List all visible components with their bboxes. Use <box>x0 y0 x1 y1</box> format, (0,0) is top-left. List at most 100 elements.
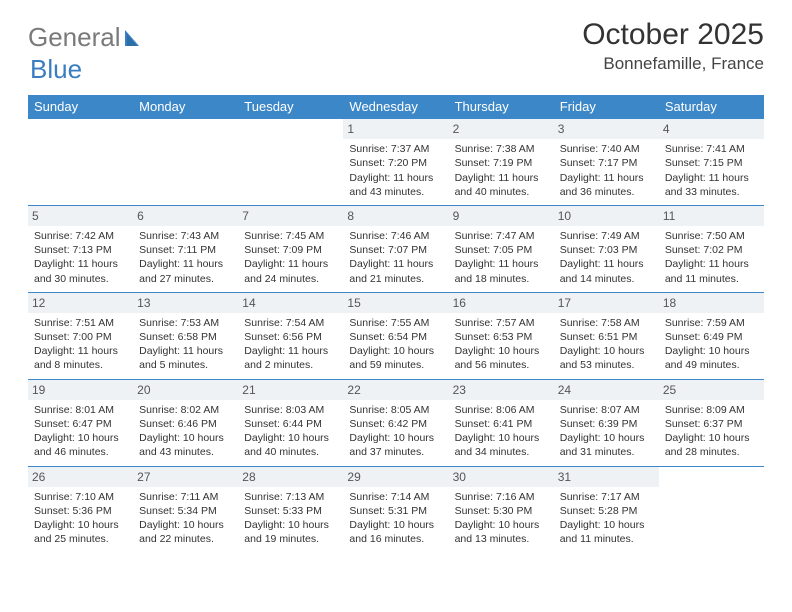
daylight-text: and 13 minutes. <box>455 532 548 546</box>
day-number: 3 <box>554 119 659 139</box>
day-number: 28 <box>238 467 343 487</box>
day-number: 16 <box>449 293 554 313</box>
page-title: October 2025 <box>582 18 764 52</box>
daylight-text: Daylight: 11 hours <box>665 257 758 271</box>
sunset-text: Sunset: 5:34 PM <box>139 504 232 518</box>
daylight-text: and 37 minutes. <box>349 445 442 459</box>
sunrise-text: Sunrise: 7:54 AM <box>244 316 337 330</box>
sunrise-text: Sunrise: 8:09 AM <box>665 403 758 417</box>
daylight-text: and 22 minutes. <box>139 532 232 546</box>
daylight-text: Daylight: 10 hours <box>349 431 442 445</box>
logo-text-gray: General <box>28 22 121 53</box>
calendar-cell <box>659 466 764 552</box>
daylight-text: Daylight: 10 hours <box>455 431 548 445</box>
daylight-text: and 21 minutes. <box>349 272 442 286</box>
title-block: October 2025 Bonnefamille, France <box>582 18 764 74</box>
daylight-text: Daylight: 11 hours <box>244 257 337 271</box>
calendar-cell: 17 Sunrise: 7:58 AMSunset: 6:51 PMDayligh… <box>554 292 659 379</box>
daylight-text: Daylight: 11 hours <box>665 171 758 185</box>
calendar-row: 19Sunrise: 8:01 AMSunset: 6:47 PMDayligh… <box>28 379 764 466</box>
sunset-text: Sunset: 6:56 PM <box>244 330 337 344</box>
sunset-text: Sunset: 7:17 PM <box>560 156 653 170</box>
sunset-text: Sunset: 7:03 PM <box>560 243 653 257</box>
day-number: 21 <box>238 380 343 400</box>
daylight-text: Daylight: 10 hours <box>349 518 442 532</box>
calendar-cell: 31Sunrise: 7:17 AMSunset: 5:28 PMDayligh… <box>554 466 659 552</box>
location-label: Bonnefamille, France <box>582 54 764 74</box>
daylight-text: Daylight: 11 hours <box>34 344 127 358</box>
daylight-text: Daylight: 10 hours <box>34 431 127 445</box>
day-number: 19 <box>28 380 133 400</box>
sunrise-text: Sunrise: 7:46 AM <box>349 229 442 243</box>
daylight-text: Daylight: 11 hours <box>455 171 548 185</box>
daylight-text: Daylight: 11 hours <box>34 257 127 271</box>
daylight-text: and 40 minutes. <box>455 185 548 199</box>
sunset-text: Sunset: 7:05 PM <box>455 243 548 257</box>
calendar-cell: 14Sunrise: 7:54 AMSunset: 6:56 PMDayligh… <box>238 292 343 379</box>
calendar-row: 12Sunrise: 7:51 AMSunset: 7:00 PMDayligh… <box>28 292 764 379</box>
sunrise-text: Sunrise: 8:07 AM <box>560 403 653 417</box>
daylight-text: and 14 minutes. <box>560 272 653 286</box>
sunrise-text: Sunrise: 7:37 AM <box>349 142 442 156</box>
daylight-text: and 24 minutes. <box>244 272 337 286</box>
calendar-cell: 2Sunrise: 7:38 AMSunset: 7:19 PMDaylight… <box>449 119 554 206</box>
sunset-text: Sunset: 7:07 PM <box>349 243 442 257</box>
sunset-text: Sunset: 5:28 PM <box>560 504 653 518</box>
daylight-text: Daylight: 11 hours <box>560 171 653 185</box>
calendar-cell: 11Sunrise: 7:50 AMSunset: 7:02 PMDayligh… <box>659 205 764 292</box>
sunset-text: Sunset: 5:30 PM <box>455 504 548 518</box>
day-header: Tuesday <box>238 95 343 119</box>
sunrise-text: Sunrise: 7:16 AM <box>455 490 548 504</box>
daylight-text: Daylight: 10 hours <box>34 518 127 532</box>
sunset-text: Sunset: 6:51 PM <box>560 330 653 344</box>
day-number: 12 <box>28 293 133 313</box>
calendar-cell: 13Sunrise: 7:53 AMSunset: 6:58 PMDayligh… <box>133 292 238 379</box>
day-header: Sunday <box>28 95 133 119</box>
daylight-text: Daylight: 10 hours <box>455 518 548 532</box>
daylight-text: Daylight: 10 hours <box>244 518 337 532</box>
day-number: 18 <box>659 293 764 313</box>
sunrise-text: Sunrise: 7:40 AM <box>560 142 653 156</box>
daylight-text: and 46 minutes. <box>34 445 127 459</box>
day-number: 22 <box>343 380 448 400</box>
sunset-text: Sunset: 6:39 PM <box>560 417 653 431</box>
calendar-cell: 4Sunrise: 7:41 AMSunset: 7:15 PMDaylight… <box>659 119 764 206</box>
day-number: 6 <box>133 206 238 226</box>
daylight-text: and 28 minutes. <box>665 445 758 459</box>
daylight-text: Daylight: 10 hours <box>560 344 653 358</box>
day-number: 8 <box>343 206 448 226</box>
calendar-cell: 25Sunrise: 8:09 AMSunset: 6:37 PMDayligh… <box>659 379 764 466</box>
calendar-cell: 23Sunrise: 8:06 AMSunset: 6:41 PMDayligh… <box>449 379 554 466</box>
calendar-cell: 24Sunrise: 8:07 AMSunset: 6:39 PMDayligh… <box>554 379 659 466</box>
sunrise-text: Sunrise: 7:10 AM <box>34 490 127 504</box>
calendar-cell: 29Sunrise: 7:14 AMSunset: 5:31 PMDayligh… <box>343 466 448 552</box>
calendar-cell: 18Sunrise: 7:59 AMSunset: 6:49 PMDayligh… <box>659 292 764 379</box>
calendar-cell: 21Sunrise: 8:03 AMSunset: 6:44 PMDayligh… <box>238 379 343 466</box>
sunset-text: Sunset: 7:02 PM <box>665 243 758 257</box>
sunrise-text: Sunrise: 7:47 AM <box>455 229 548 243</box>
sunrise-text: Sunrise: 8:06 AM <box>455 403 548 417</box>
sunset-text: Sunset: 7:15 PM <box>665 156 758 170</box>
day-number: 15 <box>343 293 448 313</box>
daylight-text: Daylight: 11 hours <box>139 344 232 358</box>
daylight-text: Daylight: 10 hours <box>560 431 653 445</box>
day-number: 26 <box>28 467 133 487</box>
sunset-text: Sunset: 6:41 PM <box>455 417 548 431</box>
calendar-cell: 26Sunrise: 7:10 AMSunset: 5:36 PMDayligh… <box>28 466 133 552</box>
sunrise-text: Sunrise: 7:59 AM <box>665 316 758 330</box>
day-header: Saturday <box>659 95 764 119</box>
sunset-text: Sunset: 7:13 PM <box>34 243 127 257</box>
sunrise-text: Sunrise: 7:14 AM <box>349 490 442 504</box>
day-number: 17 <box>554 293 659 313</box>
calendar-cell: 22Sunrise: 8:05 AMSunset: 6:42 PMDayligh… <box>343 379 448 466</box>
logo: General <box>28 18 145 53</box>
daylight-text: Daylight: 11 hours <box>349 171 442 185</box>
day-number: 13 <box>133 293 238 313</box>
daylight-text: Daylight: 10 hours <box>665 344 758 358</box>
sunrise-text: Sunrise: 7:58 AM <box>560 316 653 330</box>
day-number: 14 <box>238 293 343 313</box>
calendar-cell <box>28 119 133 206</box>
daylight-text: Daylight: 10 hours <box>139 431 232 445</box>
calendar-cell: 5Sunrise: 7:42 AMSunset: 7:13 PMDaylight… <box>28 205 133 292</box>
daylight-text: and 34 minutes. <box>455 445 548 459</box>
